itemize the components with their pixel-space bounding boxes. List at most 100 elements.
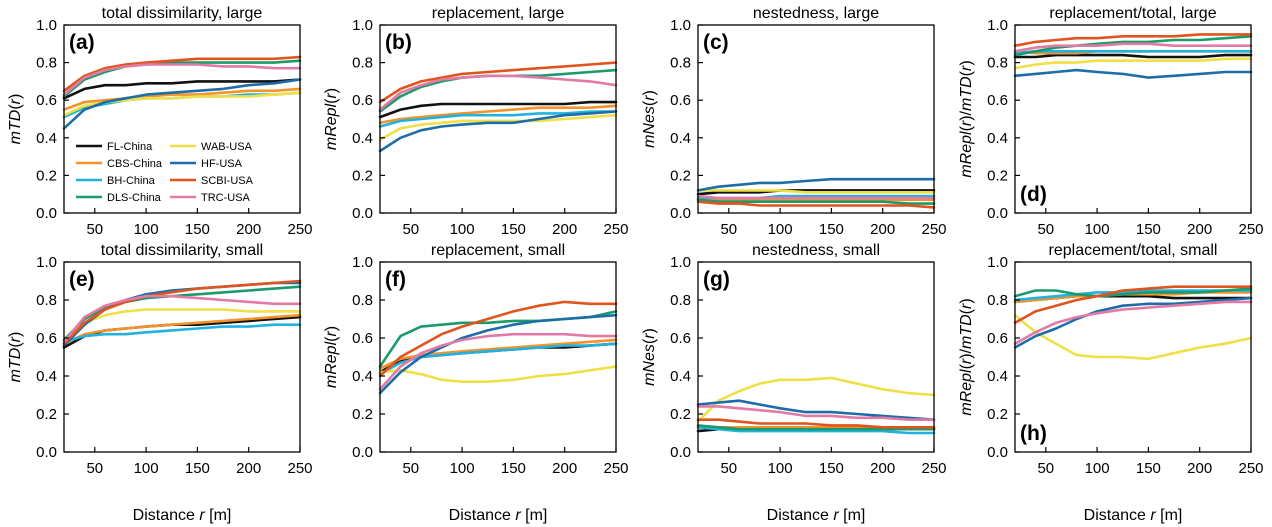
x-tick-label: 250 [1238, 221, 1263, 238]
panel-d: 0.0 0.2 0.4 0.6 0.8 1.0 50 100 150 200 250 replacem… [958, 5, 1264, 238]
x-tick-label: 100 [134, 221, 159, 238]
legend-entry-cbs-china: CBS-China [107, 158, 163, 170]
series-line-hf-usa [696, 399, 936, 422]
x-axis-label-part: [m] [205, 507, 232, 524]
series-line-trc-usa [378, 332, 618, 391]
x-tick-label: 150 [185, 221, 210, 238]
series-line-hf-usa [62, 78, 302, 130]
plot-frame [63, 261, 301, 453]
y-tick-label: 0.0 [670, 205, 691, 222]
y-tick-label: 0.0 [987, 444, 1008, 461]
x-tick-label: 100 [450, 460, 475, 477]
y-tick-label: 0.2 [987, 167, 1008, 184]
y-axis-label-part: r [323, 331, 340, 337]
x-tick-label: 100 [134, 460, 159, 477]
x-tick-label: 100 [768, 460, 793, 477]
y-tick-label: 1.0 [352, 254, 373, 271]
y-tick-label: 0.6 [987, 92, 1008, 109]
y-tick-label: 0.4 [36, 368, 57, 385]
x-tick-label: 50 [402, 221, 419, 238]
x-axis-label-part: [m] [1156, 507, 1183, 524]
y-tick-label: 0.0 [352, 205, 373, 222]
y-axis-label-part: r [323, 93, 340, 99]
y-axis-label-part: r [958, 358, 975, 364]
legend-entry-hf-usa: HF-USA [201, 158, 243, 170]
x-tick-label: 150 [501, 221, 526, 238]
y-tick-label: 1.0 [670, 17, 691, 34]
series-line-wab-usa [62, 308, 302, 344]
x-tick-label: 150 [1136, 221, 1161, 238]
x-tick-label: 200 [236, 221, 261, 238]
y-tick-label: 0.2 [36, 406, 57, 423]
x-tick-label: 100 [1085, 221, 1110, 238]
y-axis-label-part: ) [7, 332, 24, 337]
y-tick-label: 0.4 [352, 368, 373, 385]
y-axis-label-part: mRepl [323, 341, 340, 388]
y-tick-label: 0.2 [352, 406, 373, 423]
series-line-scbi-usa [696, 418, 936, 429]
x-axis-label-part: Distance [1084, 507, 1151, 524]
y-axis-label: mRepl(r) [323, 326, 340, 388]
series-line-scbi-usa [696, 200, 936, 209]
series-line-dls-china [1013, 34, 1253, 57]
plot-frame [379, 24, 617, 214]
legend-entry-trc-usa: TRC-USA [201, 192, 251, 204]
y-axis-label-part: r [7, 336, 24, 342]
series-line-hf-usa [1013, 296, 1253, 349]
y-axis-label-part: r [958, 120, 975, 126]
plot-frame [1014, 261, 1252, 453]
x-tick-label: 250 [603, 221, 628, 238]
x-axis-label-part: Distance [133, 507, 200, 524]
series-line-trc-usa [696, 194, 936, 200]
x-tick-label: 250 [287, 221, 312, 238]
y-axis-label-part: r [958, 65, 975, 71]
y-axis-label-part: mRepl [958, 369, 975, 416]
x-tick-label: 250 [287, 460, 312, 477]
y-tick-label: 0.6 [987, 330, 1008, 347]
y-axis-label-part: ( [7, 104, 24, 110]
panel-c: 0.0 0.2 0.4 0.6 0.8 1.0 50 100 150 200 250 nestedne… [641, 5, 947, 238]
panel-h: 0.0 0.2 0.4 0.6 0.8 1.0 50 100 150 200 250 replacem… [958, 242, 1264, 524]
series-line-wab-usa [696, 376, 936, 423]
y-axis-label-part: ) [958, 298, 975, 303]
y-axis-label-part: ) [958, 60, 975, 65]
y-axis-label-part: ) [323, 88, 340, 93]
y-tick-label: 1.0 [352, 17, 373, 34]
y-tick-label: 0.0 [670, 444, 691, 461]
y-axis-label: mRepl(r)/mTD(r) [958, 60, 975, 177]
legend-entry-scbi-usa: SCBI-USA [201, 175, 254, 187]
panel-label: (b) [385, 31, 412, 54]
y-tick-label: 0.4 [36, 130, 57, 147]
y-tick-label: 1.0 [987, 17, 1008, 34]
legend-entry-bh-china: BH-China [107, 175, 156, 187]
y-axis-label: mRepl(r) [323, 88, 340, 150]
panel-title: total dissimilarity, small [101, 242, 263, 259]
y-axis-label-part: mRepl [958, 131, 975, 178]
y-tick-label: 0.2 [670, 167, 691, 184]
y-axis-label: mTD(r) [7, 94, 24, 145]
x-axis-label-part: r [1150, 507, 1156, 524]
y-tick-label: 0.0 [36, 444, 57, 461]
y-tick-label: 0.4 [987, 368, 1008, 385]
y-axis-label-part: )/ [958, 348, 975, 358]
x-tick-label: 250 [921, 460, 946, 477]
panel-title: replacement/total, small [1049, 242, 1218, 259]
x-tick-label: 150 [501, 460, 526, 477]
y-axis-label-part: mTD [7, 109, 24, 144]
series-line-scbi-usa [1013, 33, 1253, 48]
y-axis-label-part: r [958, 303, 975, 309]
y-axis-label-part: ) [7, 94, 24, 99]
y-axis-label-part: r [7, 98, 24, 104]
y-axis-label: mNes(r) [641, 328, 658, 386]
series-line-fl-china [62, 78, 302, 100]
x-tick-label: 200 [552, 221, 577, 238]
series-line-cbs-china [378, 104, 618, 125]
x-tick-label: 150 [1136, 460, 1161, 477]
y-tick-label: 0.2 [352, 167, 373, 184]
panel-title: nestedness, large [753, 5, 879, 22]
x-tick-label: 50 [86, 221, 103, 238]
y-axis-label-part: mTD [7, 347, 24, 382]
x-tick-label: 250 [921, 221, 946, 238]
y-axis-label-part: mNes [641, 106, 658, 148]
series-line-fl-china [696, 189, 936, 196]
